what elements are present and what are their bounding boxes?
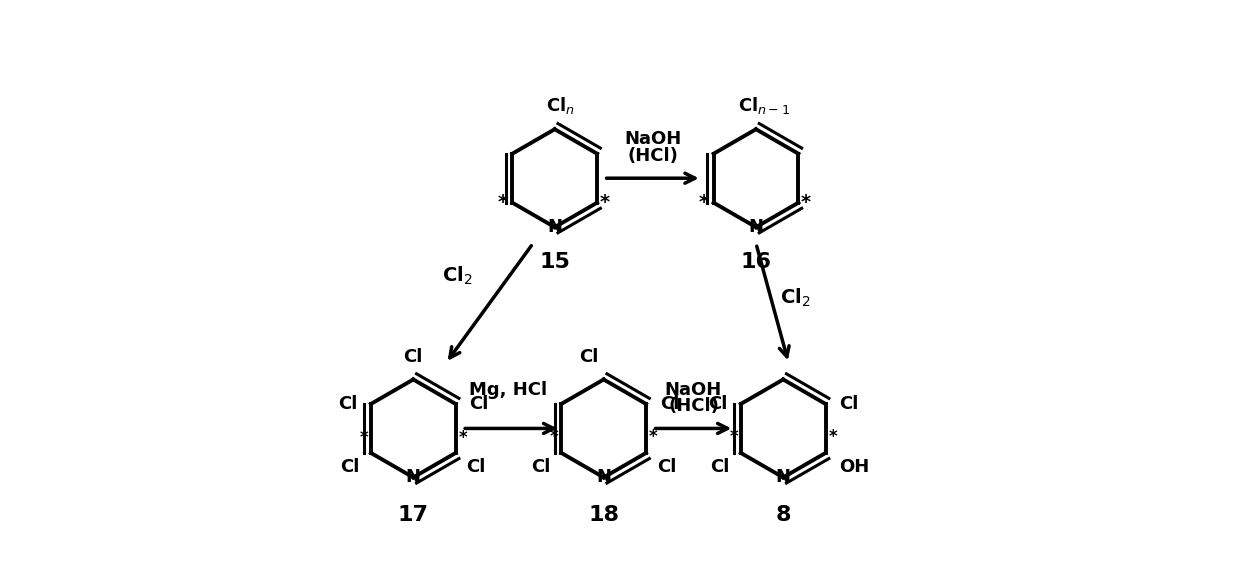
Text: 18: 18 — [588, 505, 619, 525]
Text: *: * — [459, 429, 467, 448]
Text: *: * — [360, 429, 368, 448]
Text: N: N — [547, 218, 562, 236]
Text: (HCl): (HCl) — [627, 146, 678, 165]
Text: Cl: Cl — [466, 459, 486, 476]
Text: Cl: Cl — [657, 459, 676, 476]
Text: *: * — [729, 428, 738, 447]
Text: *: * — [699, 193, 709, 212]
Text: *: * — [549, 428, 558, 447]
Text: N: N — [596, 468, 611, 486]
Text: Cl: Cl — [579, 348, 598, 366]
Text: Cl: Cl — [339, 395, 357, 413]
Text: 16: 16 — [740, 251, 771, 272]
Text: *: * — [497, 193, 508, 212]
Text: Cl: Cl — [660, 395, 680, 413]
Text: Cl: Cl — [341, 459, 360, 476]
Text: N: N — [749, 218, 764, 236]
Text: *: * — [600, 193, 610, 212]
Text: Cl$_n$: Cl$_n$ — [546, 95, 574, 115]
Text: Mg, HCl: Mg, HCl — [470, 381, 548, 398]
Text: Cl: Cl — [403, 348, 423, 366]
Text: 17: 17 — [398, 505, 429, 525]
Text: *: * — [801, 193, 811, 212]
Text: Cl: Cl — [711, 459, 730, 476]
Text: 15: 15 — [539, 251, 570, 272]
Text: Cl: Cl — [531, 459, 551, 476]
Text: *: * — [828, 428, 837, 447]
Text: Cl: Cl — [469, 395, 489, 413]
Text: OH: OH — [839, 459, 869, 476]
Text: NaOH: NaOH — [665, 381, 722, 398]
Text: NaOH: NaOH — [624, 130, 681, 148]
Text: N: N — [776, 468, 791, 486]
Text: Cl$_2$: Cl$_2$ — [780, 287, 811, 309]
Text: Cl: Cl — [839, 395, 858, 413]
Text: N: N — [405, 468, 420, 486]
Text: (HCl): (HCl) — [668, 397, 719, 415]
Text: Cl$_{n-1}$: Cl$_{n-1}$ — [738, 95, 790, 115]
Text: Cl: Cl — [708, 395, 727, 413]
Text: 8: 8 — [775, 505, 791, 525]
Text: *: * — [649, 428, 657, 447]
Text: Cl$_2$: Cl$_2$ — [441, 265, 472, 287]
